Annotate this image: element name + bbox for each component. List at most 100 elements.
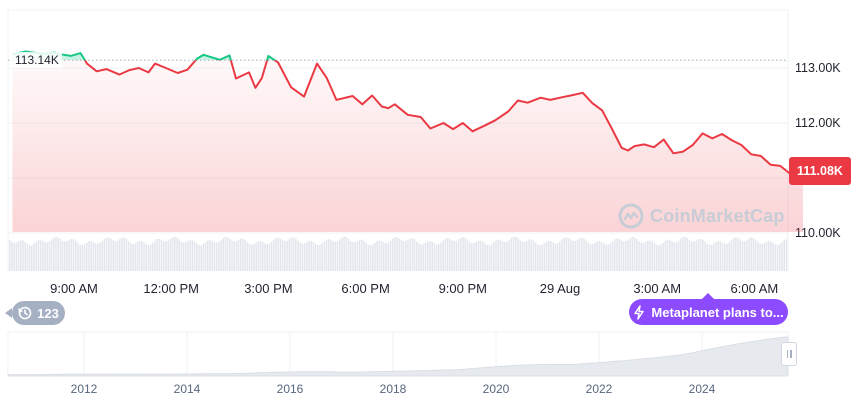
volume-bar xyxy=(112,240,114,271)
volume-bar xyxy=(501,241,504,271)
volume-bar xyxy=(77,242,79,271)
volume-bar xyxy=(413,239,416,271)
navigator-price-area xyxy=(7,336,789,377)
volume-bar xyxy=(341,237,343,271)
volume-bar xyxy=(367,244,370,271)
volume-bar xyxy=(86,242,88,271)
y-tick-label: 112.00K xyxy=(795,116,841,130)
volume-bar xyxy=(259,241,262,271)
volume-bar xyxy=(55,236,57,271)
volume-bar xyxy=(354,242,356,271)
volume-bar xyxy=(152,242,154,271)
volume-bar xyxy=(550,241,552,271)
navigator-tick-label: 2012 xyxy=(71,382,98,396)
volume-bar xyxy=(468,241,471,271)
volume-bar xyxy=(420,244,422,271)
volume-bar xyxy=(92,242,95,271)
volume-bar xyxy=(134,243,136,271)
volume-bar xyxy=(70,239,73,271)
x-tick-label: 6:00 PM xyxy=(341,281,389,296)
y-tick-label: 110.00K xyxy=(795,226,841,240)
volume-bar xyxy=(534,242,537,271)
volume-bar xyxy=(770,241,772,271)
volume-bar xyxy=(101,241,103,271)
navigator-handle[interactable] xyxy=(781,342,797,366)
volume-bar xyxy=(783,239,785,271)
reference-price-label: 113.14K xyxy=(12,52,62,68)
volume-bar xyxy=(554,243,557,271)
volume-bar xyxy=(400,240,403,271)
volume-bar xyxy=(94,243,97,271)
volume-bar xyxy=(457,239,460,271)
history-button[interactable]: 123 xyxy=(5,301,65,325)
volume-bar xyxy=(191,240,194,271)
volume-bar xyxy=(567,238,570,271)
volume-bar xyxy=(347,238,350,271)
volume-bar xyxy=(79,244,81,271)
volume-bar xyxy=(42,240,44,271)
y-tick-label: 113.00K xyxy=(795,61,841,75)
volume-bar xyxy=(275,238,277,271)
news-label: Metaplanet plans to... xyxy=(651,304,784,320)
volume-bar xyxy=(666,239,669,271)
x-tick-label: 6:00 AM xyxy=(731,281,779,296)
volume-bar xyxy=(270,241,273,271)
volume-bar xyxy=(543,243,546,271)
volume-bar xyxy=(774,244,777,271)
volume-bar xyxy=(383,242,385,271)
volume-bar xyxy=(279,238,282,271)
volume-bar xyxy=(253,244,255,271)
volume-bar xyxy=(325,239,328,271)
volume-bar xyxy=(653,242,656,271)
volume-bar xyxy=(61,240,64,271)
x-tick-label: 9:00 PM xyxy=(439,281,487,296)
volume-bar xyxy=(244,240,246,271)
volume-bar xyxy=(717,240,719,271)
volume-bar xyxy=(189,240,191,271)
volume-bar xyxy=(752,238,755,271)
volume-bar xyxy=(611,241,614,271)
x-tick-label: 29 Aug xyxy=(540,281,581,296)
volume-bar xyxy=(207,240,209,271)
volume-bar xyxy=(306,242,308,271)
volume-bar xyxy=(66,241,68,271)
volume-bar xyxy=(706,243,708,271)
volume-bar xyxy=(721,242,724,271)
volume-bar xyxy=(662,242,664,271)
volume-bar xyxy=(119,239,121,271)
volume-bar xyxy=(110,238,112,271)
volume-bar xyxy=(699,238,702,271)
volume-bar xyxy=(158,238,161,271)
volume-bar xyxy=(512,236,515,271)
volume-bar xyxy=(638,241,640,271)
volume-bar xyxy=(138,241,141,271)
volume-bar xyxy=(213,242,216,271)
volume-bar xyxy=(682,237,684,271)
news-event-button[interactable]: Metaplanet plans to... xyxy=(629,293,788,325)
volume-bar xyxy=(482,241,484,271)
volume-bar xyxy=(490,244,493,271)
volume-bar xyxy=(330,239,332,271)
volume-bar xyxy=(22,240,24,271)
volume-bar xyxy=(281,240,284,271)
volume-bar xyxy=(673,242,675,271)
volume-bar xyxy=(708,245,711,271)
volume-bar xyxy=(609,243,612,271)
volume-bar xyxy=(64,241,66,271)
volume-bar xyxy=(268,243,271,271)
volume-bar xyxy=(317,245,319,271)
volume-bar xyxy=(231,240,233,271)
volume-bar xyxy=(174,236,176,271)
volume-bar xyxy=(633,237,636,271)
volume-bar xyxy=(200,245,202,271)
volume-bar xyxy=(486,244,488,271)
volume-bar xyxy=(691,241,693,271)
navigator-x-axis: 2012 2014 2016 2018 2020 2022 2024 xyxy=(71,382,716,396)
volume-bar xyxy=(779,244,781,271)
volume-bar xyxy=(781,241,783,271)
navigator[interactable]: 2012 2014 2016 2018 2020 2022 2024 xyxy=(7,331,789,396)
volume-bar xyxy=(453,241,455,271)
volume-bar xyxy=(785,238,788,271)
volume-bar xyxy=(587,242,590,271)
